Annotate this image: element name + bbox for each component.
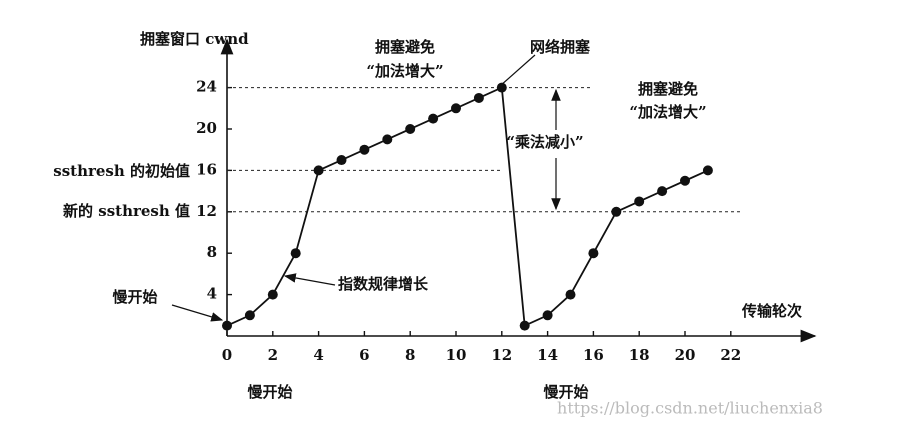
- y-tick-label: 16: [196, 160, 217, 178]
- y-tick-label: 12: [196, 202, 217, 220]
- annotation: 慢开始: [112, 288, 157, 306]
- annotation: “加法增大”: [629, 103, 706, 121]
- data-point: [382, 134, 393, 145]
- x-tick-label: 16: [583, 346, 604, 364]
- data-point: [336, 155, 347, 166]
- data-point: [519, 320, 530, 331]
- x-tick-label: 18: [629, 346, 650, 364]
- data-point: [405, 124, 416, 134]
- annotation: 拥塞避免: [375, 38, 435, 56]
- y-axis-label: 拥塞窗口 cwnd: [140, 30, 249, 48]
- annotation: 拥塞避免: [638, 80, 698, 98]
- data-point: [313, 165, 324, 176]
- x-tick-label: 6: [359, 346, 369, 364]
- data-point: [451, 103, 461, 114]
- data-point: [290, 248, 301, 259]
- x-tick-label: 8: [405, 346, 415, 364]
- annotation: 新的 ssthresh 值: [63, 202, 190, 220]
- leader-line: [499, 54, 536, 87]
- x-tick-label: 12: [491, 346, 512, 364]
- x-tick-label: 10: [446, 346, 467, 364]
- data-point: [267, 289, 278, 300]
- data-point: [611, 206, 622, 217]
- data-point: [634, 196, 645, 207]
- x-tick-label: 4: [313, 346, 323, 364]
- data-point: [222, 320, 232, 331]
- data-point: [473, 92, 484, 103]
- data-point: [588, 248, 599, 259]
- x-tick-label: 0: [222, 346, 232, 364]
- y-tick-label: 4: [207, 285, 217, 303]
- data-point: [542, 310, 553, 321]
- annotation: 慢开始: [543, 383, 588, 401]
- x-tick-label: 2: [268, 346, 278, 364]
- data-point: [428, 113, 439, 124]
- y-tick-label: 8: [207, 243, 217, 261]
- y-tick-label: 24: [196, 78, 217, 96]
- series-line: [226, 86, 709, 327]
- data-point: [702, 165, 713, 176]
- watermark: https://blog.csdn.net/liuchenxia8: [557, 399, 823, 418]
- x-tick-label: 20: [675, 346, 696, 364]
- annotation: “乘法减小”: [506, 133, 583, 151]
- data-point: [359, 144, 370, 155]
- annotation: 慢开始: [247, 383, 292, 401]
- leader-line: [171, 304, 224, 322]
- x-tick-label: 14: [537, 346, 558, 364]
- data-point: [244, 310, 255, 321]
- data-point: [565, 289, 576, 300]
- data-point: [657, 186, 668, 197]
- annotation: 网络拥塞: [530, 38, 591, 56]
- leader-line: [283, 273, 336, 286]
- annotation: ssthresh 的初始值: [53, 162, 190, 180]
- annotation: 指数规律增长: [338, 275, 429, 293]
- y-tick-label: 20: [196, 119, 217, 137]
- data-point: [680, 175, 690, 186]
- x-tick-label: 22: [720, 346, 741, 364]
- annotation: “加法增大”: [366, 62, 443, 80]
- data-point: [496, 82, 507, 93]
- x-axis-label: 传输轮次: [741, 302, 802, 320]
